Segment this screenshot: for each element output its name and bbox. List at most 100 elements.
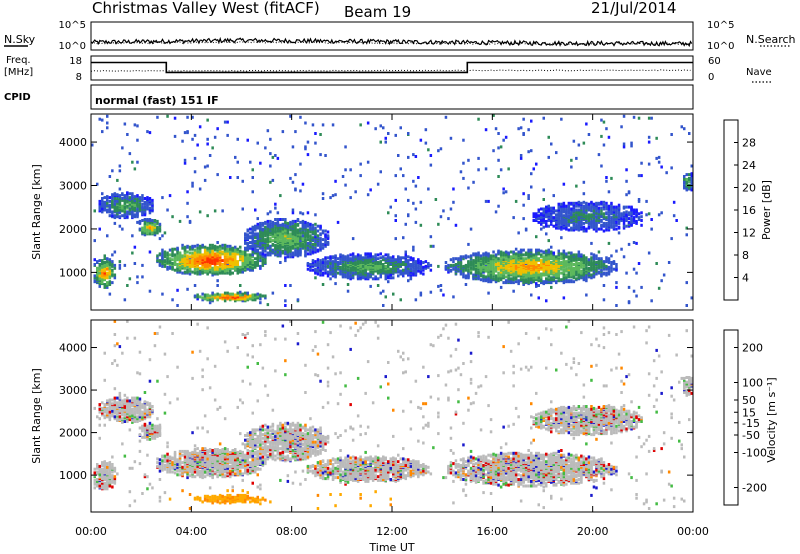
power-cell	[188, 251, 192, 255]
power-cell	[101, 192, 104, 196]
power-cell	[211, 291, 214, 295]
power-cell	[592, 222, 596, 226]
power-cell	[136, 275, 139, 279]
power-cell	[271, 155, 275, 159]
power-cell	[371, 255, 375, 259]
power-cell	[311, 231, 315, 235]
power-cell	[201, 269, 204, 273]
power-cell	[111, 263, 114, 267]
velocity-cell	[108, 410, 112, 414]
power-cell	[532, 219, 535, 222]
power-cell	[522, 263, 525, 266]
power-cell	[321, 258, 325, 262]
power-cell	[213, 265, 217, 269]
velocity-cell	[108, 465, 112, 469]
power-cell	[206, 254, 209, 258]
power-cell	[575, 255, 578, 259]
power-cell	[93, 279, 96, 283]
power-cell	[186, 115, 189, 119]
power-cell	[610, 222, 613, 226]
power-cell	[126, 199, 129, 203]
power-cell	[469, 254, 473, 258]
power-cell	[602, 215, 606, 219]
power-cell	[176, 246, 179, 250]
power-cell	[244, 241, 247, 245]
power-cell	[161, 196, 164, 200]
power-cell	[612, 218, 616, 221]
power-cell	[484, 167, 488, 171]
power-cell	[592, 202, 596, 206]
power-cell	[414, 155, 418, 158]
power-cell	[176, 251, 179, 255]
power-cell	[261, 261, 265, 264]
power-cell	[535, 212, 538, 216]
power-cell	[519, 248, 523, 252]
power-cell	[349, 168, 352, 172]
power-cell	[685, 226, 688, 230]
power-cell	[582, 141, 586, 145]
power-cell	[324, 260, 327, 264]
power-cell	[489, 273, 493, 277]
power-cell	[607, 135, 611, 139]
power-cell	[487, 266, 490, 270]
power-cell	[223, 258, 227, 262]
power-cell	[615, 215, 618, 219]
power-cell	[469, 268, 473, 272]
power-cell	[605, 179, 608, 183]
power-cell	[251, 296, 254, 300]
power-cell	[221, 243, 224, 247]
power-cell	[547, 135, 550, 139]
power-cell	[236, 160, 239, 164]
power-cell	[284, 218, 287, 221]
power-cell	[429, 290, 433, 294]
power-cell	[560, 255, 563, 259]
power-cell	[622, 255, 626, 259]
power-cell	[324, 271, 327, 275]
power-cell	[366, 121, 370, 125]
power-cell	[103, 208, 106, 212]
power-cell	[366, 275, 370, 279]
power-cell	[136, 197, 139, 200]
velocity-cell	[106, 470, 109, 474]
power-cell	[580, 273, 583, 277]
power-cell	[319, 241, 322, 245]
power-cell	[281, 244, 285, 248]
power-cell	[577, 275, 581, 279]
power-cell	[657, 213, 661, 217]
power-cell	[106, 281, 109, 285]
velocity-cell	[103, 403, 106, 407]
power-cell	[136, 194, 139, 198]
power-cell	[522, 253, 525, 257]
power-cell	[685, 177, 688, 181]
power-cell	[113, 263, 117, 267]
power-cell	[567, 263, 571, 266]
velocity-heatmap	[93, 319, 693, 510]
power-cell	[587, 266, 591, 270]
power-cell	[557, 206, 560, 210]
power-cell	[264, 296, 267, 300]
power-cell	[565, 215, 568, 219]
power-cell	[597, 257, 601, 261]
power-cell	[672, 200, 676, 204]
power-cell	[166, 114, 169, 118]
freq-unit-label: [MHz]	[4, 67, 33, 78]
power-cell	[587, 213, 591, 217]
power-cell	[304, 243, 307, 247]
power-cell	[439, 147, 443, 151]
power-cell	[384, 264, 387, 268]
power-cell	[213, 244, 217, 248]
power-cell	[103, 285, 106, 289]
power-cell	[354, 190, 357, 194]
power-cell	[545, 253, 548, 257]
power-cell	[412, 263, 415, 266]
power-cell	[612, 227, 616, 231]
power-cell	[113, 202, 117, 206]
power-cell	[226, 271, 229, 275]
power-cell	[479, 278, 483, 282]
power-cell	[334, 272, 337, 276]
power-cell	[547, 278, 550, 282]
power-cell	[349, 196, 352, 200]
power-cell	[344, 272, 347, 276]
power-cell	[414, 265, 418, 269]
power-cell	[477, 255, 480, 259]
